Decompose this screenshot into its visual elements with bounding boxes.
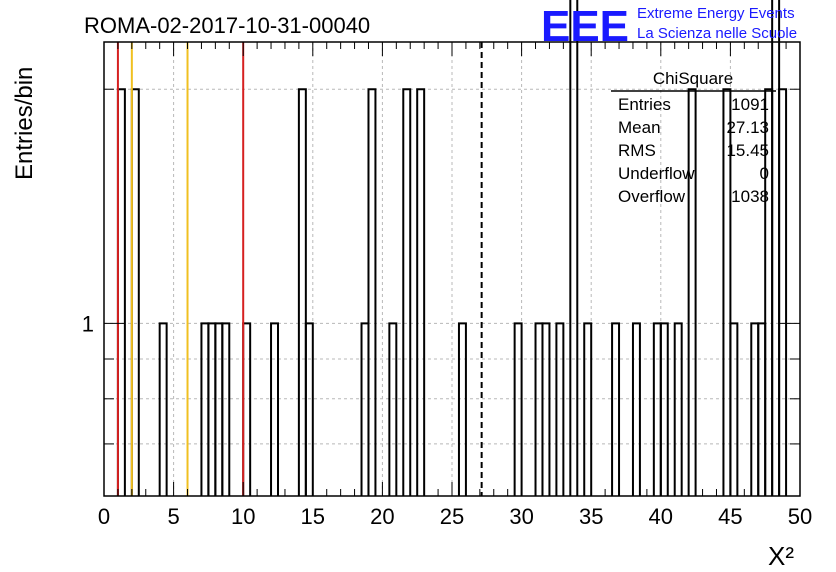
histogram-bin <box>687 88 697 496</box>
histogram-bin <box>729 322 739 496</box>
eee-logo: EEE Extreme Energy Events La Scienza nel… <box>541 2 797 51</box>
x-tick-label: 25 <box>440 504 464 529</box>
histogram-bin <box>214 322 224 496</box>
x-tick-label: 50 <box>788 504 812 529</box>
histogram-bin <box>360 322 370 496</box>
x-tick-label: 5 <box>167 504 179 529</box>
histogram-bin <box>722 88 732 496</box>
y-axis-label: Entries/bin <box>11 67 38 180</box>
stats-value: 1038 <box>731 187 769 206</box>
stats-label: RMS <box>618 141 656 160</box>
stats-label: Underflow <box>618 164 695 183</box>
marker-lines <box>116 42 483 496</box>
chart-title: ROMA-02-2017-10-31-00040 <box>84 13 370 38</box>
histogram-bin <box>569 0 579 496</box>
histogram-bin <box>750 322 760 496</box>
histogram-bin <box>652 322 662 496</box>
x-axis-label: X² <box>768 541 794 571</box>
histogram-bin <box>221 322 231 496</box>
x-tick-label: 0 <box>98 504 110 529</box>
stats-value: 27.13 <box>726 118 769 137</box>
histogram-bin <box>541 322 551 496</box>
histogram-bin <box>402 88 412 496</box>
histogram-bin <box>367 88 377 496</box>
x-tick-label: 20 <box>370 504 394 529</box>
logo-mark: EEE <box>541 2 629 51</box>
histogram <box>116 0 788 496</box>
stats-box: ChiSquare Entries 1091 Mean 27.13 RMS 15.45 Un… <box>611 69 776 206</box>
histogram-bin <box>513 322 523 496</box>
histogram-bin <box>158 322 168 496</box>
stats-label: Entries <box>618 95 671 114</box>
x-tick-label: 45 <box>718 504 742 529</box>
logo-line2: La Scienza nelle Scuole <box>637 25 797 42</box>
stats-value: 15.45 <box>726 141 769 160</box>
histogram-bin <box>757 322 767 496</box>
histogram-bin <box>659 322 669 496</box>
histogram-bin <box>270 322 279 496</box>
histogram-bin <box>116 88 126 496</box>
histogram-bin <box>673 322 683 496</box>
histogram-bin <box>583 322 593 496</box>
histogram-bin <box>304 322 314 496</box>
stats-label: Overflow <box>618 187 686 206</box>
stats-value: 1091 <box>731 95 769 114</box>
y-tick-label: 1 <box>82 311 94 336</box>
histogram-bin <box>416 88 426 496</box>
stats-label: Mean <box>618 118 661 137</box>
x-tick-label: 15 <box>301 504 325 529</box>
x-tick-label: 30 <box>509 504 533 529</box>
histogram-bin <box>631 322 641 496</box>
x-tick-label: 10 <box>231 504 255 529</box>
x-tick-label: 35 <box>579 504 603 529</box>
histogram-bin <box>297 88 307 496</box>
stats-value: 0 <box>760 164 769 183</box>
histogram-bin <box>242 322 252 496</box>
y-tick-labels: 1 <box>82 311 94 336</box>
x-tick-labels: 0 5 10 15 20 25 30 35 40 45 50 <box>98 504 812 529</box>
histogram-bin <box>207 322 217 496</box>
histogram-bin <box>555 322 565 496</box>
axis-ticks <box>103 42 801 497</box>
histogram-bin <box>130 88 140 496</box>
stats-title: ChiSquare <box>653 69 733 88</box>
histogram-bin <box>611 322 621 496</box>
histogram-bin <box>778 88 788 496</box>
histogram-bin <box>200 322 210 496</box>
histogram-bin <box>534 322 544 496</box>
histogram-bin <box>388 322 398 496</box>
histogram-bin <box>771 0 781 496</box>
histogram-bin <box>457 322 467 496</box>
logo-line1: Extreme Energy Events <box>637 5 795 22</box>
x-tick-label: 40 <box>649 504 673 529</box>
